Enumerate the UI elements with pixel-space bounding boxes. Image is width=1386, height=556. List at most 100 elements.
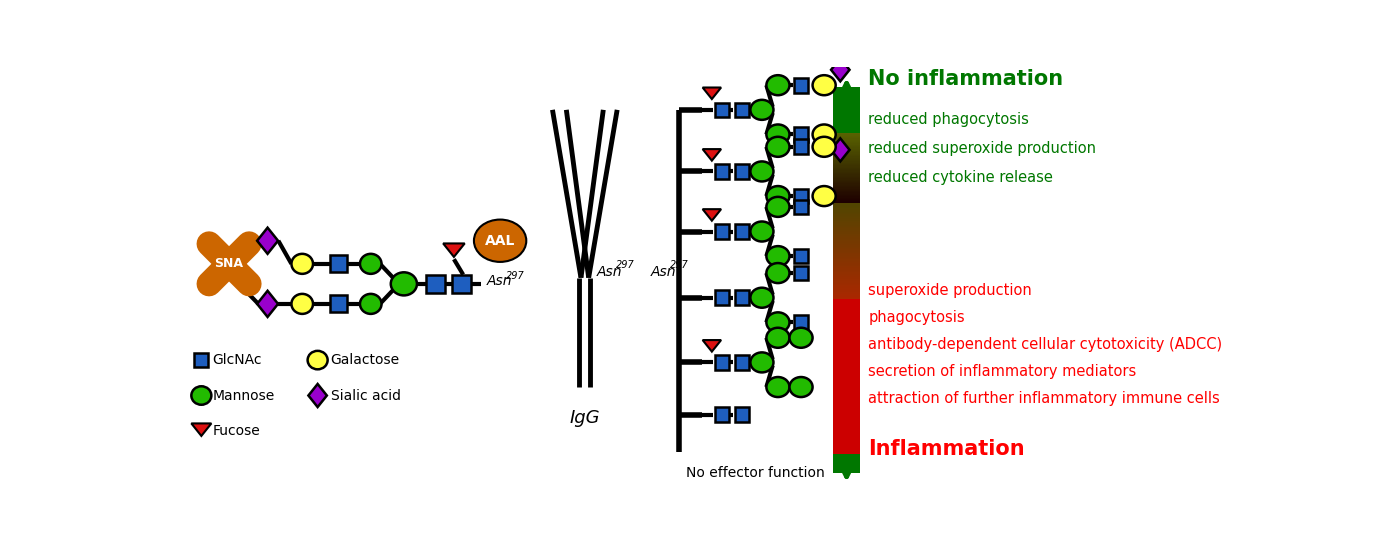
- Text: SNA: SNA: [215, 257, 244, 270]
- FancyBboxPatch shape: [833, 196, 861, 197]
- FancyBboxPatch shape: [427, 275, 445, 293]
- Polygon shape: [191, 424, 211, 436]
- FancyBboxPatch shape: [833, 376, 861, 378]
- Polygon shape: [258, 291, 279, 317]
- FancyBboxPatch shape: [833, 250, 861, 252]
- FancyBboxPatch shape: [833, 197, 861, 199]
- Ellipse shape: [812, 186, 836, 206]
- FancyBboxPatch shape: [833, 352, 861, 354]
- FancyBboxPatch shape: [833, 195, 861, 196]
- FancyBboxPatch shape: [833, 185, 861, 186]
- FancyBboxPatch shape: [833, 183, 861, 185]
- Polygon shape: [258, 227, 279, 254]
- Ellipse shape: [766, 75, 790, 95]
- FancyBboxPatch shape: [833, 324, 861, 325]
- FancyBboxPatch shape: [833, 240, 861, 241]
- FancyBboxPatch shape: [833, 306, 861, 307]
- Text: Mannose: Mannose: [212, 389, 274, 403]
- FancyBboxPatch shape: [833, 284, 861, 285]
- Polygon shape: [703, 149, 721, 161]
- FancyBboxPatch shape: [833, 394, 861, 395]
- Ellipse shape: [790, 377, 812, 397]
- FancyBboxPatch shape: [833, 382, 861, 383]
- FancyBboxPatch shape: [794, 249, 808, 264]
- FancyBboxPatch shape: [833, 330, 861, 331]
- FancyBboxPatch shape: [833, 160, 861, 161]
- FancyBboxPatch shape: [833, 176, 861, 177]
- FancyBboxPatch shape: [194, 353, 208, 367]
- FancyBboxPatch shape: [833, 96, 861, 97]
- FancyBboxPatch shape: [833, 333, 861, 334]
- Ellipse shape: [191, 386, 211, 405]
- FancyBboxPatch shape: [833, 269, 861, 270]
- Text: reduced superoxide production: reduced superoxide production: [868, 141, 1096, 156]
- FancyBboxPatch shape: [833, 448, 861, 449]
- FancyBboxPatch shape: [833, 262, 861, 263]
- FancyBboxPatch shape: [833, 320, 861, 321]
- FancyBboxPatch shape: [833, 443, 861, 444]
- FancyBboxPatch shape: [833, 319, 861, 320]
- FancyBboxPatch shape: [833, 339, 861, 341]
- FancyBboxPatch shape: [833, 173, 861, 175]
- FancyBboxPatch shape: [833, 290, 861, 291]
- FancyBboxPatch shape: [833, 361, 861, 363]
- FancyBboxPatch shape: [833, 92, 861, 93]
- FancyBboxPatch shape: [833, 114, 861, 115]
- FancyBboxPatch shape: [833, 380, 861, 382]
- FancyBboxPatch shape: [833, 272, 861, 274]
- FancyBboxPatch shape: [833, 386, 861, 387]
- FancyBboxPatch shape: [833, 203, 861, 204]
- Ellipse shape: [474, 220, 527, 262]
- FancyBboxPatch shape: [833, 106, 861, 107]
- FancyBboxPatch shape: [833, 164, 861, 165]
- FancyBboxPatch shape: [833, 105, 861, 106]
- Text: reduced cytokine release: reduced cytokine release: [868, 170, 1053, 185]
- Ellipse shape: [766, 137, 790, 157]
- FancyBboxPatch shape: [833, 363, 861, 364]
- FancyBboxPatch shape: [833, 212, 861, 213]
- FancyBboxPatch shape: [833, 254, 861, 256]
- Ellipse shape: [766, 312, 790, 332]
- FancyBboxPatch shape: [833, 316, 861, 317]
- FancyBboxPatch shape: [833, 299, 861, 301]
- FancyBboxPatch shape: [833, 410, 861, 411]
- FancyBboxPatch shape: [833, 128, 861, 129]
- FancyBboxPatch shape: [833, 317, 861, 319]
- FancyBboxPatch shape: [833, 406, 861, 408]
- FancyBboxPatch shape: [833, 467, 861, 468]
- FancyBboxPatch shape: [833, 110, 861, 111]
- Ellipse shape: [812, 75, 836, 95]
- Text: Galactose: Galactose: [331, 353, 399, 367]
- FancyBboxPatch shape: [833, 248, 861, 249]
- Ellipse shape: [766, 246, 790, 266]
- FancyBboxPatch shape: [833, 142, 861, 143]
- FancyBboxPatch shape: [833, 435, 861, 436]
- FancyBboxPatch shape: [833, 208, 861, 209]
- FancyBboxPatch shape: [833, 159, 861, 160]
- FancyBboxPatch shape: [833, 276, 861, 277]
- FancyBboxPatch shape: [833, 408, 861, 409]
- Ellipse shape: [391, 272, 417, 295]
- FancyBboxPatch shape: [833, 116, 861, 118]
- FancyBboxPatch shape: [833, 190, 861, 191]
- Text: No inflammation: No inflammation: [868, 69, 1063, 89]
- FancyBboxPatch shape: [833, 411, 861, 413]
- FancyBboxPatch shape: [833, 322, 861, 324]
- FancyBboxPatch shape: [833, 165, 861, 167]
- Ellipse shape: [750, 353, 773, 373]
- FancyBboxPatch shape: [833, 126, 861, 127]
- FancyBboxPatch shape: [833, 315, 861, 316]
- FancyBboxPatch shape: [833, 335, 861, 337]
- FancyBboxPatch shape: [833, 309, 861, 310]
- FancyBboxPatch shape: [833, 370, 861, 371]
- FancyBboxPatch shape: [833, 217, 861, 218]
- FancyBboxPatch shape: [833, 148, 861, 150]
- FancyBboxPatch shape: [833, 112, 861, 114]
- FancyBboxPatch shape: [833, 239, 861, 240]
- FancyBboxPatch shape: [833, 168, 861, 169]
- FancyBboxPatch shape: [833, 433, 861, 435]
- FancyBboxPatch shape: [794, 127, 808, 142]
- Text: phagocytosis: phagocytosis: [868, 310, 965, 325]
- FancyBboxPatch shape: [833, 375, 861, 376]
- FancyBboxPatch shape: [833, 263, 861, 265]
